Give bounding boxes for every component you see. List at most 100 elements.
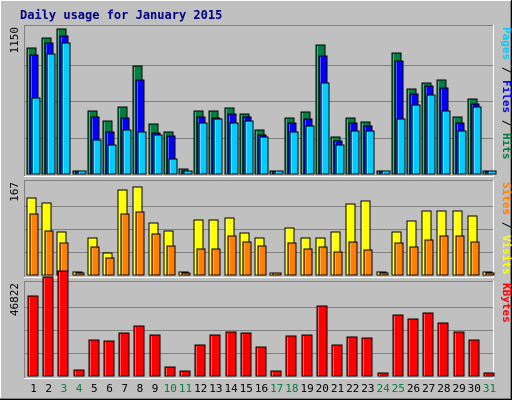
bar-pages-day-1 <box>31 97 41 175</box>
x-tick-label: 6 <box>106 382 113 395</box>
bar-pages-day-25 <box>396 118 406 175</box>
bar-body <box>75 272 85 276</box>
bar-body <box>151 233 161 276</box>
bar-sites-day-2 <box>44 230 54 276</box>
x-tick-label: 7 <box>121 382 128 395</box>
bar-body <box>350 130 360 175</box>
x-tick-label: 15 <box>240 382 253 395</box>
bar-pages-day-9 <box>153 134 163 175</box>
x-tick-label: 5 <box>91 382 98 395</box>
bar-body <box>133 325 145 377</box>
bar-kbytes-day-17 <box>270 370 282 377</box>
bar-body <box>411 104 421 175</box>
bar-sites-day-7 <box>120 213 130 276</box>
bar-kbytes-day-21 <box>331 344 343 377</box>
bar-sites-day-29 <box>455 235 465 276</box>
bar-body <box>122 129 132 175</box>
x-tick-label: 25 <box>392 382 405 395</box>
bar-body <box>137 131 147 175</box>
bar-body <box>422 312 434 377</box>
legend-part: KBytes <box>500 283 512 323</box>
bar-kbytes-day-9 <box>149 334 161 377</box>
bar-body <box>227 235 237 276</box>
x-tick-label: 2 <box>45 382 52 395</box>
bar-body <box>316 305 328 377</box>
x-tick-label: 1 <box>30 382 37 395</box>
x-tick-label: 24 <box>376 382 390 395</box>
bar-kbytes-day-16 <box>255 346 267 377</box>
panel-visits-sites: 167 Sites / Visits <box>8 180 512 278</box>
x-tick-label: 17 <box>270 382 283 395</box>
bar-kbytes-day-8 <box>133 325 145 377</box>
bar-kbytes-day-25 <box>392 314 404 377</box>
bar-sites-day-30 <box>470 241 480 276</box>
bar-body <box>107 144 117 175</box>
y-max-label: 1150 <box>8 27 21 54</box>
bar-kbytes-day-30 <box>468 339 480 377</box>
bar-pages-day-3 <box>61 42 71 175</box>
chart-title: Daily usage for January 2015 <box>20 8 222 22</box>
x-tick-label: 13 <box>209 382 222 395</box>
bar-pages-day-23 <box>365 130 375 175</box>
bar-kbytes-day-27 <box>422 312 434 377</box>
bar-body <box>396 118 406 175</box>
legend-part: / <box>500 215 512 235</box>
bar-body <box>164 366 176 377</box>
bar-body <box>318 246 328 276</box>
bar-sites-day-24 <box>379 272 389 276</box>
bar-pages-day-27 <box>426 94 436 175</box>
x-tick-label: 26 <box>407 382 420 395</box>
bar-kbytes-day-14 <box>225 331 237 377</box>
bar-body <box>320 82 330 175</box>
bar-body <box>103 340 115 377</box>
bar-body <box>348 241 358 276</box>
bar-pages-day-30 <box>472 106 482 175</box>
bar-body <box>301 334 313 377</box>
bar-kbytes-day-18 <box>285 335 297 377</box>
legend-part: Hits <box>500 133 512 160</box>
bar-kbytes-day-20 <box>316 305 328 377</box>
bar-body <box>331 344 343 377</box>
panel-hits-files-pages: 1150 Pages / Files / Hits <box>8 25 512 177</box>
bar-pages-day-17 <box>274 170 284 175</box>
bar-kbytes-day-29 <box>453 331 465 377</box>
bar-pages-day-2 <box>46 53 56 175</box>
bar-body <box>270 370 282 377</box>
bar-kbytes-day-22 <box>346 336 358 377</box>
bar-body <box>120 213 130 276</box>
bar-pages-day-12 <box>198 122 208 175</box>
bar-body <box>457 130 467 175</box>
x-tick-label: 22 <box>346 382 359 395</box>
bar-sites-day-9 <box>151 233 161 276</box>
bar-sites-day-17 <box>272 272 282 276</box>
bar-body <box>27 295 39 377</box>
bar-body <box>118 332 130 377</box>
bar-body <box>198 122 208 175</box>
bar-body <box>211 248 221 276</box>
bar-pages-day-15 <box>244 120 254 175</box>
bar-body <box>61 42 71 175</box>
bar-body <box>135 211 145 276</box>
bar-pages-day-31 <box>487 170 497 175</box>
bar-kbytes-day-19 <box>301 334 313 377</box>
bar-sites-day-15 <box>242 241 252 276</box>
bar-kbytes-day-2 <box>42 276 54 377</box>
x-tick-label: 8 <box>137 382 144 395</box>
x-tick-label: 3 <box>61 382 68 395</box>
bar-kbytes-day-3 <box>57 270 69 377</box>
bar-pages-day-28 <box>441 110 451 175</box>
series-legend: Pages / Files / Hits <box>500 27 512 160</box>
bar-body <box>392 314 404 377</box>
bar-body <box>229 122 239 175</box>
bar-body <box>394 242 404 276</box>
bar-sites-day-11 <box>181 272 191 276</box>
y-max-label: 46822 <box>8 283 21 316</box>
bar-kbytes-day-6 <box>103 340 115 377</box>
bar-sites-day-13 <box>211 248 221 276</box>
bar-sites-day-6 <box>105 257 115 276</box>
bar-body <box>274 170 284 175</box>
bar-body <box>485 272 495 276</box>
bar-body <box>257 245 267 276</box>
bar-sites-day-25 <box>394 242 404 276</box>
